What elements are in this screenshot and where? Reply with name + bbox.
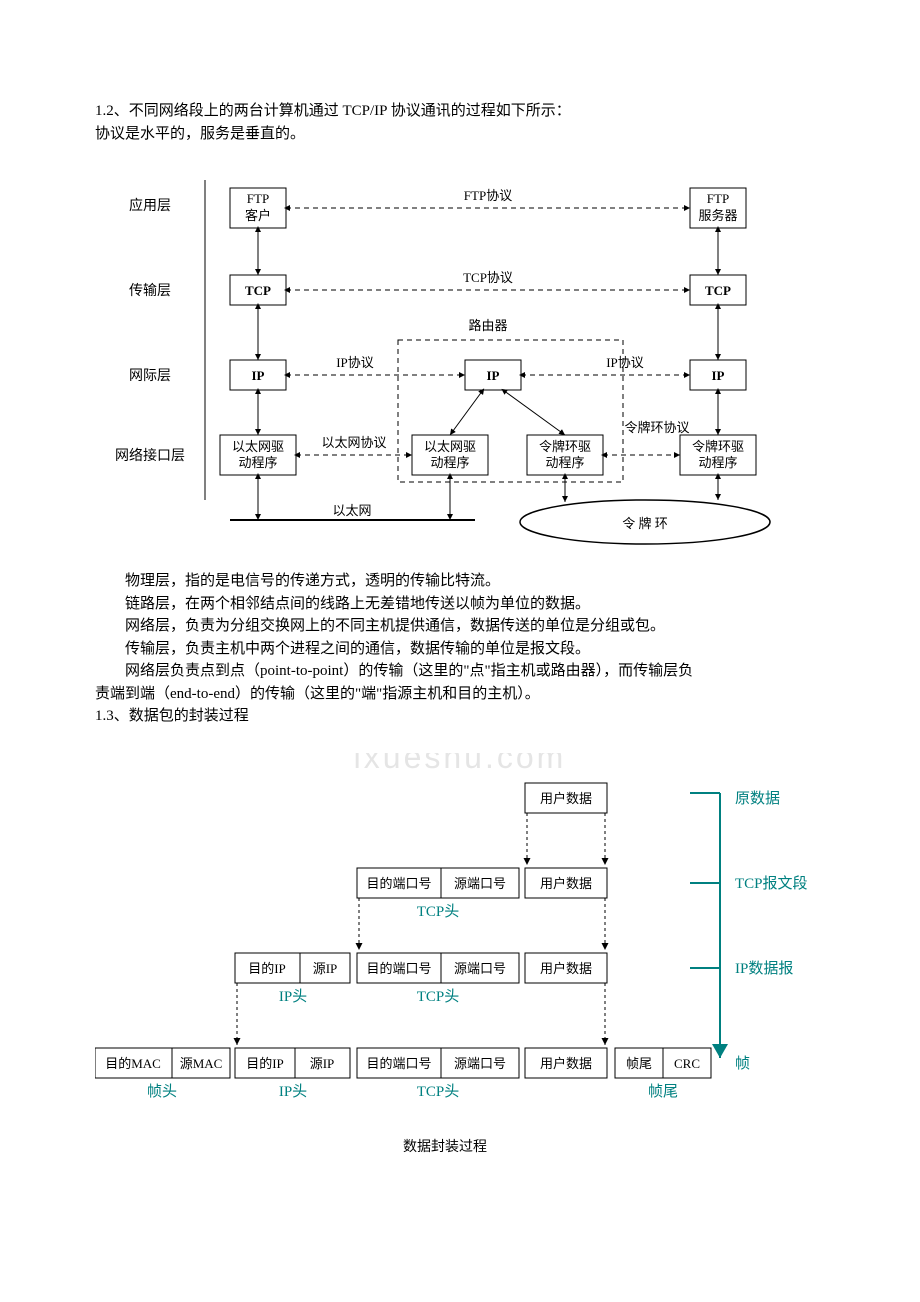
svg-text:目的端口号: 目的端口号 bbox=[366, 961, 431, 976]
svg-text:源IP: 源IP bbox=[313, 961, 338, 976]
svg-text:TCP头: TCP头 bbox=[417, 1083, 460, 1100]
diagram-tcpip-layers: 应用层 传输层 网际层 网络接口层 FTP 客户 FTP 服务器 FTP协议 T… bbox=[105, 170, 825, 550]
para-link: 链路层，在两个相邻结点间的线路上无差错地传送以帧为单位的数据。 bbox=[95, 593, 825, 616]
svg-text:FTP: FTP bbox=[247, 191, 269, 206]
svg-text:以太网驱: 以太网驱 bbox=[424, 439, 476, 454]
svg-text:TCP: TCP bbox=[245, 283, 271, 298]
svg-text:帧: 帧 bbox=[735, 1055, 750, 1072]
svg-text:目的端口号: 目的端口号 bbox=[366, 876, 431, 891]
svg-text:动程序: 动程序 bbox=[545, 455, 584, 470]
svg-text:客户: 客户 bbox=[245, 208, 271, 223]
svg-text:TCP头: TCP头 bbox=[417, 903, 460, 920]
svg-text:目的IP: 目的IP bbox=[246, 1056, 284, 1071]
svg-text:TCP头: TCP头 bbox=[417, 988, 460, 1005]
svg-text:服务器: 服务器 bbox=[698, 208, 737, 223]
diagram-encapsulation: ixueshu.com 用户数据 目的端口号 源端口号 用户数据 TCP头 目的… bbox=[95, 753, 825, 1173]
svg-text:令牌环驱: 令牌环驱 bbox=[692, 439, 744, 454]
svg-text:源端口号: 源端口号 bbox=[454, 961, 506, 976]
svg-text:以太网: 以太网 bbox=[332, 503, 371, 518]
svg-text:令牌环协议: 令牌环协议 bbox=[624, 420, 689, 435]
para-physical: 物理层，指的是电信号的传递方式，透明的传输比特流。 bbox=[95, 570, 825, 593]
layer-app-label: 应用层 bbox=[129, 197, 171, 214]
svg-text:目的IP: 目的IP bbox=[248, 961, 286, 976]
intro-line1: 1.2、不同网络段上的两台计算机通过 TCP/IP 协议通讯的过程如下所示： bbox=[95, 100, 825, 123]
svg-text:以太网驱: 以太网驱 bbox=[232, 439, 284, 454]
heading-1-3: 1.3、数据包的封装过程 bbox=[95, 705, 825, 728]
watermark: ixueshu.com bbox=[354, 753, 567, 775]
svg-text:用户数据: 用户数据 bbox=[540, 1056, 592, 1071]
para-p2p-a: 网络层负责点到点（point-to-point）的传输（这里的"点"指主机或路由… bbox=[95, 660, 825, 683]
intro-line2: 协议是水平的，服务是垂直的。 bbox=[95, 123, 825, 146]
para-network: 网络层，负责为分组交换网上的不同主机提供通信，数据传送的单位是分组或包。 bbox=[95, 615, 825, 638]
layer-transport-label: 传输层 bbox=[129, 283, 171, 299]
svg-text:源IP: 源IP bbox=[310, 1056, 335, 1071]
svg-text:动程序: 动程序 bbox=[430, 455, 469, 470]
svg-text:IP: IP bbox=[252, 368, 265, 383]
svg-text:TCP: TCP bbox=[705, 283, 731, 298]
svg-text:IP数据报: IP数据报 bbox=[735, 960, 793, 977]
svg-text:帧尾: 帧尾 bbox=[648, 1083, 678, 1100]
svg-text:用户数据: 用户数据 bbox=[540, 876, 592, 891]
svg-text:源MAC: 源MAC bbox=[180, 1056, 223, 1071]
svg-text:以太网协议: 以太网协议 bbox=[321, 435, 386, 450]
svg-text:用户数据: 用户数据 bbox=[540, 791, 592, 806]
svg-text:IP: IP bbox=[712, 368, 725, 383]
svg-text:令牌环驱: 令牌环驱 bbox=[539, 439, 591, 454]
svg-text:FTP协议: FTP协议 bbox=[464, 188, 512, 203]
svg-text:IP头: IP头 bbox=[279, 1083, 307, 1100]
svg-text:TCP协议: TCP协议 bbox=[463, 270, 513, 285]
svg-text:路由器: 路由器 bbox=[468, 318, 507, 333]
diagram2-caption: 数据封装过程 bbox=[403, 1139, 487, 1155]
svg-text:FTP: FTP bbox=[707, 191, 729, 206]
svg-text:帧尾: 帧尾 bbox=[626, 1056, 652, 1071]
svg-text:用户数据: 用户数据 bbox=[540, 961, 592, 976]
svg-text:IP头: IP头 bbox=[279, 988, 307, 1005]
para-p2p-b: 责端到端（end-to-end）的传输（这里的"端"指源主机和目的主机）。 bbox=[95, 683, 825, 706]
svg-text:源端口号: 源端口号 bbox=[454, 876, 506, 891]
svg-text:IP: IP bbox=[487, 368, 500, 383]
svg-text:源端口号: 源端口号 bbox=[454, 1056, 506, 1071]
svg-text:动程序: 动程序 bbox=[698, 455, 737, 470]
svg-text:IP协议: IP协议 bbox=[336, 355, 374, 370]
svg-text:令 牌 环: 令 牌 环 bbox=[622, 516, 668, 531]
svg-text:TCP报文段: TCP报文段 bbox=[735, 875, 808, 892]
svg-text:目的MAC: 目的MAC bbox=[105, 1056, 161, 1071]
svg-text:目的端口号: 目的端口号 bbox=[366, 1056, 431, 1071]
svg-text:CRC: CRC bbox=[674, 1056, 700, 1071]
svg-text:原数据: 原数据 bbox=[735, 790, 780, 807]
para-transport: 传输层，负责主机中两个进程之间的通信，数据传输的单位是报文段。 bbox=[95, 638, 825, 661]
svg-text:动程序: 动程序 bbox=[238, 455, 277, 470]
layer-link-label: 网络接口层 bbox=[115, 447, 185, 464]
svg-text:帧头: 帧头 bbox=[147, 1083, 177, 1100]
svg-text:IP协议: IP协议 bbox=[606, 355, 644, 370]
layer-internet-label: 网际层 bbox=[129, 368, 171, 384]
